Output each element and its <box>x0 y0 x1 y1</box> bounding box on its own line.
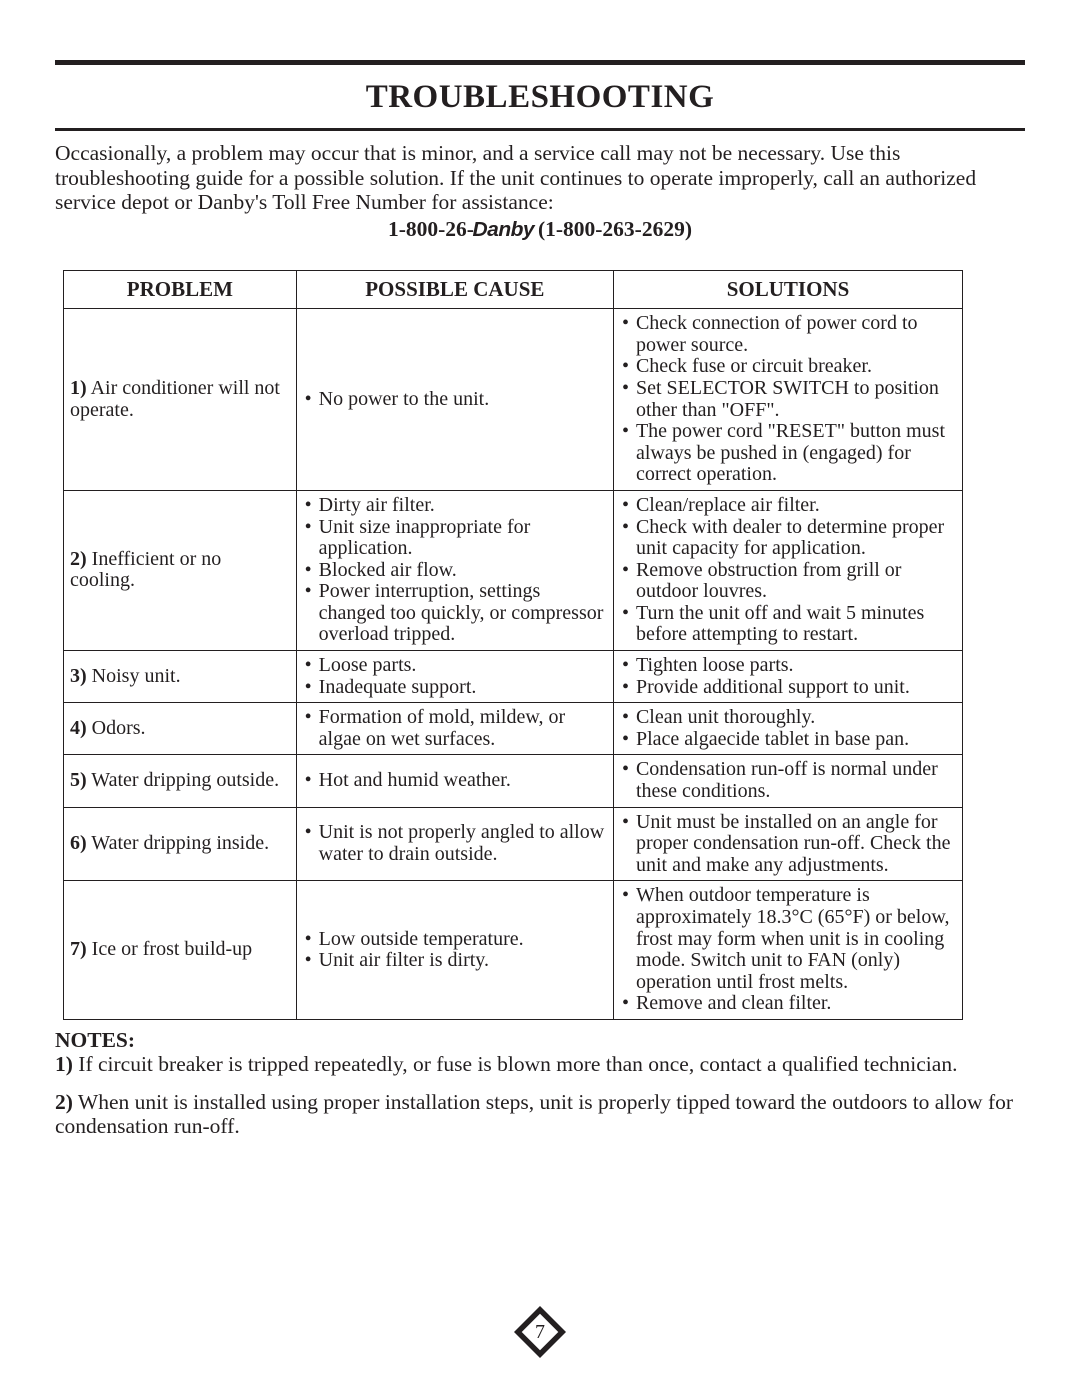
note-item: 1) If circuit breaker is tripped repeate… <box>55 1052 1025 1076</box>
solution-cell: Unit must be installed on an angle for p… <box>613 807 962 881</box>
list-item: Clean/replace air filter. <box>634 495 956 517</box>
table-row: 2) Inefficient or no cooling.Dirty air f… <box>64 490 963 650</box>
list-item: Remove and clean filter. <box>634 993 956 1015</box>
list-item: Unit is not properly angled to allow wat… <box>317 822 607 865</box>
list-item: Loose parts. <box>317 655 607 677</box>
table-row: 5) Water dripping outside. Hot and humid … <box>64 755 963 807</box>
solution-cell: Clean/replace air filter.Check with deal… <box>613 490 962 650</box>
list-item: Inadequate support. <box>317 677 607 699</box>
problem-number: 1) <box>70 377 87 399</box>
solution-cell-list: Condensation run-off is normal under the… <box>620 759 956 802</box>
cause-cell: Loose parts.Inadequate support. <box>296 651 613 703</box>
list-item: Check fuse or circuit breaker. <box>634 356 956 378</box>
problem-number: 3) <box>70 665 87 687</box>
table-row: 6) Water dripping inside. Unit is not pro… <box>64 807 963 881</box>
table-body: 1) Air conditioner will not operate. No p… <box>64 309 963 1020</box>
problem-number: 2) <box>70 548 87 570</box>
table-row: 4) Odors. Formation of mold, mildew, or a… <box>64 703 963 755</box>
brand-logo-text: Danby <box>472 219 534 242</box>
list-item: Power interruption, settings changed too… <box>317 581 607 646</box>
list-item: Unit size inappropriate for application. <box>317 517 607 560</box>
table-row: 1) Air conditioner will not operate. No p… <box>64 309 963 491</box>
notes-heading: NOTES: <box>55 1028 1025 1052</box>
problem-cell: 2) Inefficient or no cooling. <box>64 490 297 650</box>
solution-cell-list: Tighten loose parts.Provide additional s… <box>620 655 956 698</box>
list-item: Unit must be installed on an angle for p… <box>634 812 956 877</box>
problem-cell: 5) Water dripping outside. <box>64 755 297 807</box>
cause-cell-list: Dirty air filter.Unit size inappropriate… <box>303 495 607 646</box>
solution-cell-list: Check connection of power cord to power … <box>620 313 956 486</box>
page-title: TROUBLESHOOTING <box>55 65 1025 128</box>
solution-cell: Condensation run-off is normal under the… <box>613 755 962 807</box>
list-item: Check connection of power cord to power … <box>634 313 956 356</box>
problem-number: 7) <box>70 938 87 960</box>
notes-list: 1) If circuit breaker is tripped repeate… <box>55 1052 1025 1138</box>
list-item: Condensation run-off is normal under the… <box>634 759 956 802</box>
problem-cell: 6) Water dripping inside. <box>64 807 297 881</box>
list-item: Unit air filter is dirty. <box>317 950 607 972</box>
list-item: When outdoor temperature is approximatel… <box>634 885 956 993</box>
list-item: The power cord "RESET" button must alway… <box>634 421 956 486</box>
phone-suffix: (1-800-263-2629) <box>533 217 692 241</box>
solution-cell-list: Clean unit thoroughly.Place algaecide ta… <box>620 707 956 750</box>
problem-cell: 1) Air conditioner will not operate. <box>64 309 297 491</box>
table-row: 7) Ice or frost build-upLow outside temp… <box>64 881 963 1020</box>
solution-cell-list: Clean/replace air filter.Check with deal… <box>620 495 956 646</box>
list-item: Tighten loose parts. <box>634 655 956 677</box>
solution-cell: When outdoor temperature is approximatel… <box>613 881 962 1020</box>
header-problem: PROBLEM <box>64 271 297 309</box>
table-row: 3) Noisy unit.Loose parts.Inadequate sup… <box>64 651 963 703</box>
title-underline <box>55 128 1025 131</box>
list-item: Blocked air flow. <box>317 560 607 582</box>
page-number-ornament: 7 <box>0 1302 1080 1362</box>
header-cause: POSSIBLE CAUSE <box>296 271 613 309</box>
troubleshooting-table: PROBLEM POSSIBLE CAUSE SOLUTIONS 1) Air … <box>63 270 963 1020</box>
cause-cell: Hot and humid weather. <box>296 755 613 807</box>
cause-cell-list: Formation of mold, mildew, or algae on w… <box>303 707 607 750</box>
problem-number: 6) <box>70 832 87 854</box>
cause-cell: Formation of mold, mildew, or algae on w… <box>296 703 613 755</box>
intro-paragraph: Occasionally, a problem may occur that i… <box>55 141 1025 215</box>
solution-cell-list: When outdoor temperature is approximatel… <box>620 885 956 1015</box>
list-item: Hot and humid weather. <box>317 770 607 792</box>
phone-line: 1-800-26-Danby (1-800-263-2629) <box>55 217 1025 242</box>
list-item: Formation of mold, mildew, or algae on w… <box>317 707 607 750</box>
cause-cell: Low outside temperature.Unit air filter … <box>296 881 613 1020</box>
phone-prefix: 1-800-26- <box>388 217 474 241</box>
list-item: Dirty air filter. <box>317 495 607 517</box>
list-item: Check with dealer to determine proper un… <box>634 517 956 560</box>
cause-cell-list: Low outside temperature.Unit air filter … <box>303 929 607 972</box>
page-number: 7 <box>510 1302 570 1362</box>
solution-cell: Check connection of power cord to power … <box>613 309 962 491</box>
notes-section: NOTES: 1) If circuit breaker is tripped … <box>55 1028 1025 1138</box>
cause-cell-list: Hot and humid weather. <box>303 770 607 792</box>
list-item: Remove obstruction from grill or outdoor… <box>634 560 956 603</box>
problem-number: 4) <box>70 717 87 739</box>
list-item: Low outside temperature. <box>317 929 607 951</box>
problem-cell: 7) Ice or frost build-up <box>64 881 297 1020</box>
solution-cell: Clean unit thoroughly.Place algaecide ta… <box>613 703 962 755</box>
cause-cell: Unit is not properly angled to allow wat… <box>296 807 613 881</box>
cause-cell-list: Loose parts.Inadequate support. <box>303 655 607 698</box>
note-number: 2) <box>55 1090 73 1114</box>
cause-cell: No power to the unit. <box>296 309 613 491</box>
cause-cell: Dirty air filter.Unit size inappropriate… <box>296 490 613 650</box>
list-item: Provide additional support to unit. <box>634 677 956 699</box>
solution-cell-list: Unit must be installed on an angle for p… <box>620 812 956 877</box>
list-item: Clean unit thoroughly. <box>634 707 956 729</box>
list-item: No power to the unit. <box>317 389 607 411</box>
list-item: Set SELECTOR SWITCH to position other th… <box>634 378 956 421</box>
list-item: Place algaecide tablet in base pan. <box>634 729 956 751</box>
table-header-row: PROBLEM POSSIBLE CAUSE SOLUTIONS <box>64 271 963 309</box>
problem-cell: 4) Odors. <box>64 703 297 755</box>
cause-cell-list: Unit is not properly angled to allow wat… <box>303 822 607 865</box>
problem-number: 5) <box>70 769 87 791</box>
list-item: Turn the unit off and wait 5 minutes bef… <box>634 603 956 646</box>
note-number: 1) <box>55 1052 73 1076</box>
cause-cell-list: No power to the unit. <box>303 389 607 411</box>
note-item: 2) When unit is installed using proper i… <box>55 1090 1025 1138</box>
solution-cell: Tighten loose parts.Provide additional s… <box>613 651 962 703</box>
header-solution: SOLUTIONS <box>613 271 962 309</box>
problem-cell: 3) Noisy unit. <box>64 651 297 703</box>
